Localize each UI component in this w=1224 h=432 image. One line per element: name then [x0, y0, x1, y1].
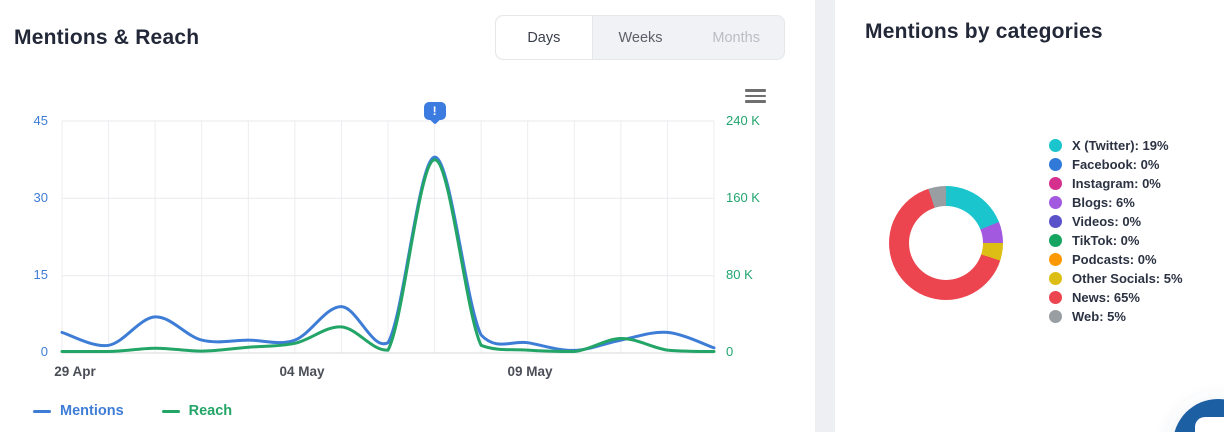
legend-item[interactable]: Facebook: 0% [1049, 155, 1183, 174]
legend-label: News: 65% [1072, 290, 1140, 305]
legend-dot [1049, 158, 1062, 171]
annotation-flag[interactable]: ! [423, 102, 446, 120]
legend-label: X (Twitter): 19% [1072, 138, 1169, 153]
legend-item-mentions[interactable]: Mentions [33, 403, 124, 419]
legend-label: Podcasts: 0% [1072, 252, 1157, 267]
line-chart [60, 120, 716, 354]
chart-legend: Mentions Reach [33, 403, 232, 419]
mentions-by-categories-card: Mentions by categories X (Twitter): 19% F… [835, 0, 1224, 432]
legend-dot [1049, 215, 1062, 228]
hamburger-icon [744, 100, 766, 103]
legend-item[interactable]: TikTok: 0% [1049, 231, 1183, 250]
chat-bubble-icon [1195, 417, 1224, 432]
donut-chart[interactable] [889, 186, 1003, 300]
legend-dot [1049, 234, 1062, 247]
legend-dot [1049, 196, 1062, 209]
page-title: Mentions & Reach [14, 26, 200, 49]
right-axis-tick: 160 K [726, 190, 760, 205]
tab-months[interactable]: Months [712, 29, 760, 46]
time-range-tabs: Days Weeks Months [495, 15, 785, 60]
legend-label: Videos: 0% [1072, 214, 1142, 229]
legend-dot [1049, 177, 1062, 190]
x-axis-tick: 09 May [507, 364, 553, 379]
left-axis-tick: 15 [33, 267, 48, 282]
reach-line-swatch [161, 409, 180, 413]
mentions-line-swatch [33, 409, 51, 413]
legend-label: Blogs: 6% [1072, 195, 1135, 210]
legend-item[interactable]: Web: 5% [1049, 307, 1183, 326]
x-axis-tick: 04 May [279, 364, 325, 379]
legend-item[interactable]: Videos: 0% [1049, 212, 1183, 231]
legend-label: TikTok: 0% [1072, 233, 1140, 248]
hamburger-icon [744, 94, 766, 98]
right-axis-tick: 240 K [726, 113, 760, 128]
right-axis-tick: 0 [726, 344, 734, 359]
legend-item-reach[interactable]: Reach [161, 403, 233, 419]
legend-label: Web: 5% [1072, 309, 1126, 324]
legend-item[interactable]: Podcasts: 0% [1049, 250, 1183, 269]
legend-label: Reach [188, 403, 233, 419]
donut-hole [909, 206, 983, 280]
mentions-reach-card: Mentions & Reach Days Weeks Months 45 30… [0, 0, 815, 432]
x-axis-tick: 29 Apr [54, 364, 96, 379]
legend-label: Instagram: 0% [1072, 176, 1161, 191]
legend-dot [1049, 272, 1062, 285]
chat-widget-button[interactable] [1173, 399, 1224, 432]
hamburger-icon [744, 89, 766, 92]
legend-label: Facebook: 0% [1072, 157, 1160, 172]
tab-days[interactable]: Days [496, 16, 593, 59]
left-axis-tick: 0 [40, 344, 48, 359]
chart-menu-button[interactable] [741, 84, 769, 108]
legend-item[interactable]: Other Socials: 5% [1049, 269, 1183, 288]
page-title: Mentions by categories [865, 20, 1103, 43]
legend-item[interactable]: X (Twitter): 19% [1049, 136, 1183, 155]
legend-dot [1049, 291, 1062, 304]
legend-item[interactable]: Blogs: 6% [1049, 193, 1183, 212]
legend-item[interactable]: News: 65% [1049, 288, 1183, 307]
left-axis-tick: 30 [33, 190, 48, 205]
legend-label: Mentions [60, 403, 124, 419]
legend-dot [1049, 253, 1062, 266]
legend-item[interactable]: Instagram: 0% [1049, 174, 1183, 193]
category-legend: X (Twitter): 19% Facebook: 0% Instagram: 0… [1049, 136, 1183, 326]
left-axis-tick: 45 [33, 113, 48, 128]
legend-dot [1049, 310, 1062, 323]
right-axis-tick: 80 K [726, 267, 753, 282]
legend-dot [1049, 139, 1062, 152]
tab-weeks[interactable]: Weeks [618, 29, 663, 46]
legend-label: Other Socials: 5% [1072, 271, 1183, 286]
